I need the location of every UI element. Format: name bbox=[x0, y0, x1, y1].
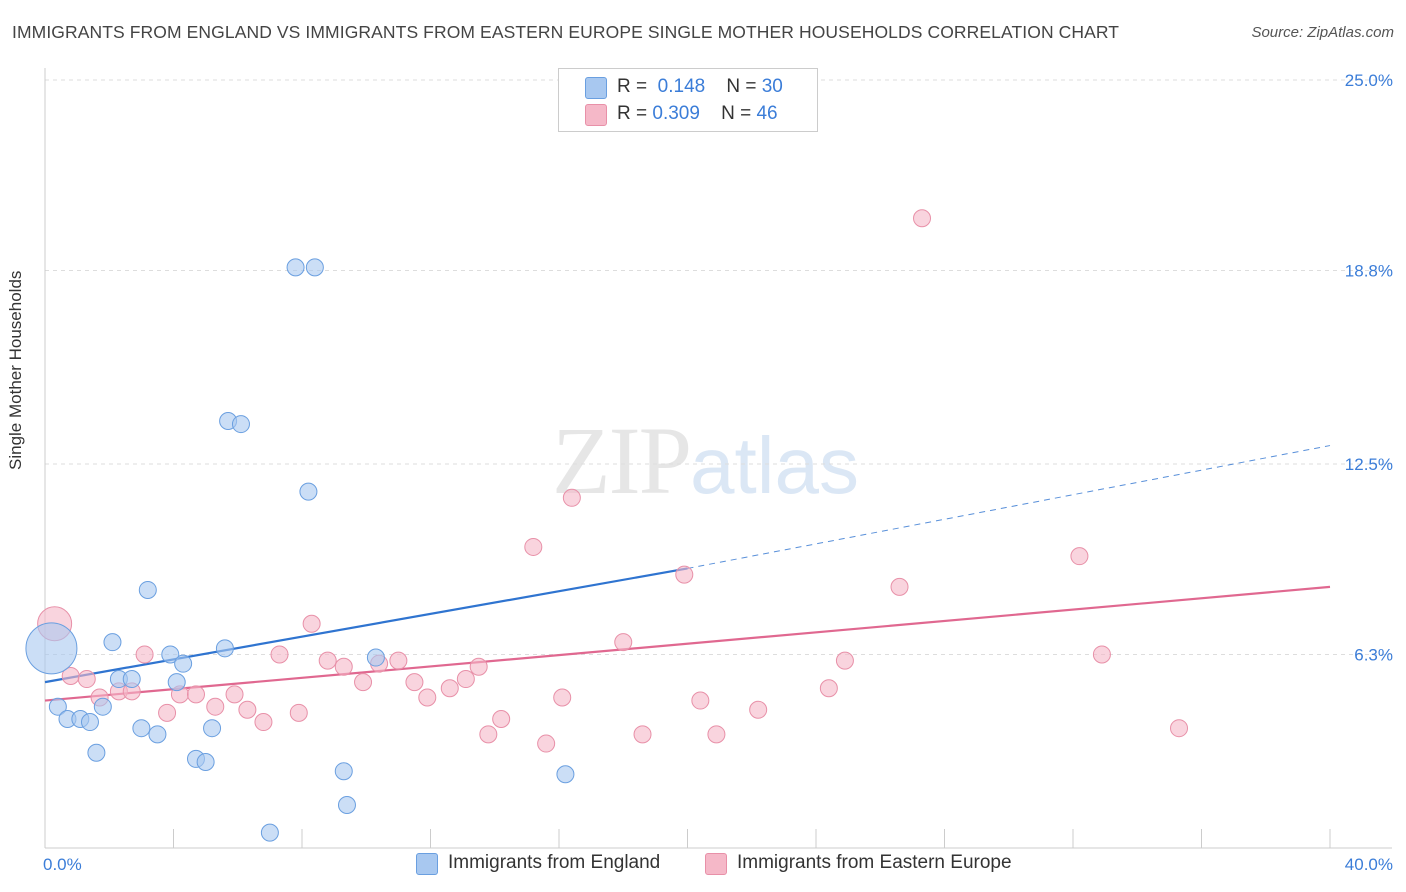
point-eastern-europe bbox=[318, 651, 337, 670]
point-eastern-europe bbox=[835, 651, 854, 670]
point-england bbox=[174, 654, 193, 673]
chart-title: IMMIGRANTS FROM ENGLAND VS IMMIGRANTS FR… bbox=[12, 22, 1120, 42]
trend-lines bbox=[44, 445, 1331, 702]
point-eastern-europe bbox=[537, 734, 556, 753]
point-eastern-europe bbox=[186, 685, 205, 704]
point-eastern-europe bbox=[675, 565, 694, 584]
point-eastern-europe bbox=[479, 725, 498, 744]
trend-line-england bbox=[44, 567, 688, 684]
point-eastern-europe bbox=[553, 688, 572, 707]
point-eastern-europe bbox=[1092, 645, 1111, 664]
bottom-legend-label-eastern-europe: Immigrants from Eastern Europe bbox=[737, 852, 1012, 873]
point-eastern-europe bbox=[238, 700, 257, 719]
point-england bbox=[196, 752, 215, 771]
point-eastern-europe bbox=[707, 725, 726, 744]
legend-n-value: 46 bbox=[756, 103, 778, 124]
point-eastern-europe bbox=[289, 703, 308, 722]
point-eastern-europe bbox=[633, 725, 652, 744]
point-england bbox=[138, 580, 157, 599]
y-tick-label: 12.5% bbox=[1345, 455, 1393, 474]
point-england bbox=[167, 673, 186, 692]
point-eastern-europe bbox=[562, 488, 581, 507]
point-england bbox=[148, 725, 167, 744]
point-eastern-europe bbox=[890, 577, 909, 596]
point-england bbox=[48, 697, 67, 716]
legend-n-label: N = bbox=[721, 103, 752, 124]
legend-text-england: R = 0.148 N = 30 bbox=[617, 76, 783, 98]
source-credit: Source: ZipAtlas.com bbox=[1251, 24, 1394, 41]
tick-labels: 6.3% 12.5% 18.8% 25.0% 0.0% 40.0% bbox=[43, 71, 1393, 874]
point-eastern-europe bbox=[225, 685, 244, 704]
point-eastern-europe bbox=[254, 713, 273, 732]
y-axis-label: Single Mother Households bbox=[6, 270, 25, 470]
point-england bbox=[337, 795, 356, 814]
point-eastern-europe bbox=[819, 679, 838, 698]
point-england bbox=[80, 713, 99, 732]
point-england bbox=[203, 719, 222, 738]
point-england bbox=[231, 415, 250, 434]
y-tick-label: 18.8% bbox=[1345, 261, 1393, 280]
legend-swatch-eastern-europe bbox=[585, 104, 607, 126]
point-eastern-europe bbox=[302, 614, 321, 633]
axes bbox=[44, 68, 1392, 849]
point-eastern-europe bbox=[691, 691, 710, 710]
point-eastern-europe bbox=[270, 645, 289, 664]
bottom-legend-label-england: Immigrants from England bbox=[448, 852, 661, 873]
point-england bbox=[25, 622, 78, 675]
point-england bbox=[215, 639, 234, 658]
legend-r-value: 0.148 bbox=[657, 76, 706, 97]
x-tick-label: 40.0% bbox=[1345, 855, 1393, 874]
gridlines bbox=[45, 79, 1392, 655]
legend-text-eastern-europe: R = 0.309 N = 46 bbox=[617, 103, 778, 125]
point-eastern-europe bbox=[354, 673, 373, 692]
point-england bbox=[103, 633, 122, 652]
point-eastern-europe bbox=[456, 670, 475, 689]
legend-n-value: 30 bbox=[761, 76, 783, 97]
point-england bbox=[556, 765, 575, 784]
bottom-legend-swatch-england bbox=[416, 853, 438, 875]
point-eastern-europe bbox=[749, 700, 768, 719]
point-eastern-europe bbox=[492, 709, 511, 728]
point-england bbox=[286, 258, 305, 277]
point-eastern-europe bbox=[158, 703, 177, 722]
legend-n-label: N = bbox=[726, 76, 757, 97]
point-eastern-europe bbox=[1170, 719, 1189, 738]
point-england bbox=[305, 258, 324, 277]
point-england bbox=[334, 762, 353, 781]
point-england bbox=[299, 482, 318, 501]
legend-swatch-england bbox=[585, 77, 607, 99]
point-england bbox=[260, 823, 279, 842]
trend-line-eastern-europe bbox=[44, 585, 1331, 702]
correlation-legend: R = 0.148 N = 30 R = 0.309 N = 46 bbox=[558, 68, 818, 132]
point-eastern-europe bbox=[440, 679, 459, 698]
y-tick-label: 25.0% bbox=[1345, 71, 1393, 90]
point-england bbox=[132, 719, 151, 738]
point-england bbox=[93, 697, 112, 716]
point-eastern-europe bbox=[389, 651, 408, 670]
x-tick-label: 0.0% bbox=[43, 855, 82, 874]
point-eastern-europe bbox=[405, 673, 424, 692]
point-england bbox=[122, 670, 141, 689]
y-tick-label: 6.3% bbox=[1354, 645, 1393, 664]
point-england bbox=[366, 648, 385, 667]
legend-r-label: R = bbox=[617, 76, 648, 97]
point-eastern-europe bbox=[524, 537, 543, 556]
point-eastern-europe bbox=[614, 633, 633, 652]
point-eastern-europe bbox=[334, 657, 353, 676]
point-eastern-europe bbox=[913, 209, 932, 228]
point-eastern-europe bbox=[418, 688, 437, 707]
point-eastern-europe bbox=[1070, 547, 1089, 566]
point-england bbox=[161, 645, 180, 664]
point-eastern-europe bbox=[135, 645, 154, 664]
point-eastern-europe bbox=[77, 670, 96, 689]
point-eastern-europe bbox=[469, 657, 488, 676]
legend-r-value: 0.309 bbox=[652, 103, 700, 124]
data-points bbox=[25, 209, 1189, 842]
point-eastern-europe bbox=[206, 697, 225, 716]
bottom-legend-swatch-eastern-europe bbox=[705, 853, 727, 875]
watermark-atlas: atlas bbox=[690, 421, 859, 510]
legend-r-label: R = bbox=[617, 103, 648, 124]
point-england bbox=[87, 743, 106, 762]
